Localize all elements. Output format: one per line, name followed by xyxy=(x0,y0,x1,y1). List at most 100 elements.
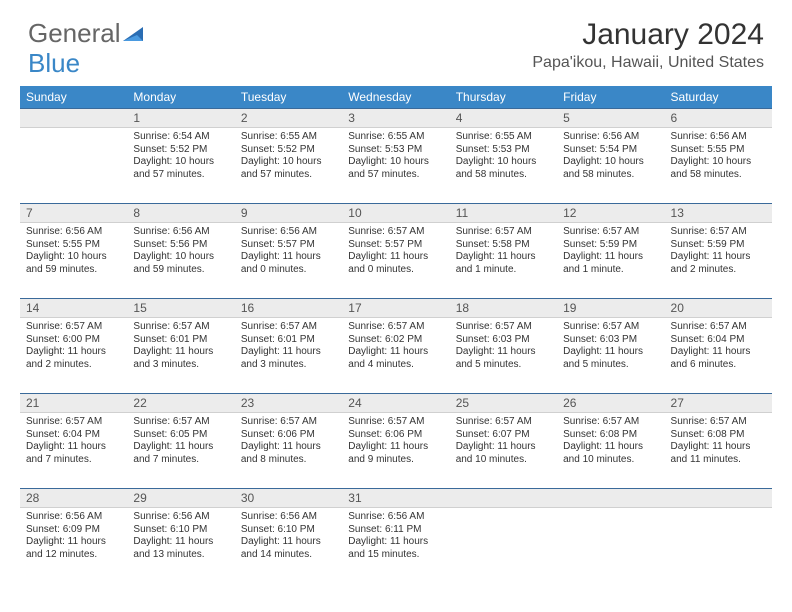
daylight-text: Daylight: 11 hours and 1 minute. xyxy=(456,251,551,276)
logo-triangle-icon xyxy=(123,25,145,43)
sunrise-text: Sunrise: 6:57 AM xyxy=(26,321,121,334)
day-detail-cell: Sunrise: 6:57 AMSunset: 6:04 PMDaylight:… xyxy=(20,413,127,489)
day-number-row: 123456 xyxy=(20,109,772,128)
day-number-cell xyxy=(450,489,557,508)
day-detail-cell: Sunrise: 6:57 AMSunset: 6:03 PMDaylight:… xyxy=(450,318,557,394)
day-detail-cell: Sunrise: 6:57 AMSunset: 6:07 PMDaylight:… xyxy=(450,413,557,489)
sunrise-text: Sunrise: 6:57 AM xyxy=(671,226,766,239)
day-detail-cell xyxy=(665,508,772,584)
daylight-text: Daylight: 10 hours and 59 minutes. xyxy=(133,251,228,276)
sunset-text: Sunset: 5:56 PM xyxy=(133,239,228,252)
sunset-text: Sunset: 6:03 PM xyxy=(563,334,658,347)
location-text: Papa'ikou, Hawaii, United States xyxy=(532,54,764,72)
daylight-text: Daylight: 11 hours and 10 minutes. xyxy=(563,441,658,466)
day-detail-cell: Sunrise: 6:57 AMSunset: 6:01 PMDaylight:… xyxy=(235,318,342,394)
sunset-text: Sunset: 6:04 PM xyxy=(671,334,766,347)
day-number-cell: 6 xyxy=(665,109,772,128)
sunset-text: Sunset: 5:59 PM xyxy=(671,239,766,252)
day-detail-cell: Sunrise: 6:56 AMSunset: 6:10 PMDaylight:… xyxy=(127,508,234,584)
day-number-row: 21222324252627 xyxy=(20,394,772,413)
weekday-tuesday: Tuesday xyxy=(235,86,342,109)
day-number-cell: 24 xyxy=(342,394,449,413)
sunset-text: Sunset: 6:04 PM xyxy=(26,429,121,442)
day-detail-cell: Sunrise: 6:55 AMSunset: 5:53 PMDaylight:… xyxy=(450,128,557,204)
daylight-text: Daylight: 11 hours and 5 minutes. xyxy=(456,346,551,371)
sunset-text: Sunset: 6:06 PM xyxy=(241,429,336,442)
sunset-text: Sunset: 6:06 PM xyxy=(348,429,443,442)
day-detail-cell: Sunrise: 6:57 AMSunset: 6:05 PMDaylight:… xyxy=(127,413,234,489)
daylight-text: Daylight: 11 hours and 5 minutes. xyxy=(563,346,658,371)
day-detail-cell: Sunrise: 6:54 AMSunset: 5:52 PMDaylight:… xyxy=(127,128,234,204)
daylight-text: Daylight: 11 hours and 12 minutes. xyxy=(26,536,121,561)
day-number-cell: 17 xyxy=(342,299,449,318)
sunrise-text: Sunrise: 6:57 AM xyxy=(456,321,551,334)
day-detail-cell: Sunrise: 6:56 AMSunset: 6:10 PMDaylight:… xyxy=(235,508,342,584)
day-number-row: 14151617181920 xyxy=(20,299,772,318)
day-number-row: 28293031 xyxy=(20,489,772,508)
sunrise-text: Sunrise: 6:56 AM xyxy=(133,511,228,524)
day-number-cell: 14 xyxy=(20,299,127,318)
daylight-text: Daylight: 10 hours and 57 minutes. xyxy=(348,156,443,181)
sunset-text: Sunset: 5:55 PM xyxy=(26,239,121,252)
day-number-cell: 28 xyxy=(20,489,127,508)
sunset-text: Sunset: 6:02 PM xyxy=(348,334,443,347)
day-number-cell: 11 xyxy=(450,204,557,223)
sunset-text: Sunset: 6:03 PM xyxy=(456,334,551,347)
sunrise-text: Sunrise: 6:57 AM xyxy=(456,226,551,239)
day-detail-row: Sunrise: 6:57 AMSunset: 6:04 PMDaylight:… xyxy=(20,413,772,489)
daylight-text: Daylight: 11 hours and 10 minutes. xyxy=(456,441,551,466)
sunrise-text: Sunrise: 6:57 AM xyxy=(671,416,766,429)
sunrise-text: Sunrise: 6:57 AM xyxy=(348,416,443,429)
sunrise-text: Sunrise: 6:57 AM xyxy=(671,321,766,334)
sunset-text: Sunset: 6:07 PM xyxy=(456,429,551,442)
daylight-text: Daylight: 11 hours and 4 minutes. xyxy=(348,346,443,371)
sunset-text: Sunset: 5:52 PM xyxy=(241,144,336,157)
daylight-text: Daylight: 10 hours and 58 minutes. xyxy=(671,156,766,181)
day-number-cell: 26 xyxy=(557,394,664,413)
sunset-text: Sunset: 5:57 PM xyxy=(348,239,443,252)
daylight-text: Daylight: 11 hours and 7 minutes. xyxy=(133,441,228,466)
sunset-text: Sunset: 5:55 PM xyxy=(671,144,766,157)
day-detail-cell: Sunrise: 6:57 AMSunset: 5:59 PMDaylight:… xyxy=(557,223,664,299)
daylight-text: Daylight: 11 hours and 6 minutes. xyxy=(671,346,766,371)
sunrise-text: Sunrise: 6:57 AM xyxy=(241,416,336,429)
day-detail-cell: Sunrise: 6:55 AMSunset: 5:52 PMDaylight:… xyxy=(235,128,342,204)
sunset-text: Sunset: 6:01 PM xyxy=(133,334,228,347)
daylight-text: Daylight: 11 hours and 7 minutes. xyxy=(26,441,121,466)
day-detail-cell: Sunrise: 6:57 AMSunset: 5:58 PMDaylight:… xyxy=(450,223,557,299)
weekday-wednesday: Wednesday xyxy=(342,86,449,109)
day-number-cell: 31 xyxy=(342,489,449,508)
day-detail-cell: Sunrise: 6:57 AMSunset: 5:59 PMDaylight:… xyxy=(665,223,772,299)
weekday-thursday: Thursday xyxy=(450,86,557,109)
daylight-text: Daylight: 11 hours and 0 minutes. xyxy=(348,251,443,276)
day-number-cell xyxy=(20,109,127,128)
weekday-monday: Monday xyxy=(127,86,234,109)
day-number-cell: 13 xyxy=(665,204,772,223)
sunset-text: Sunset: 6:00 PM xyxy=(26,334,121,347)
day-number-cell: 1 xyxy=(127,109,234,128)
sunset-text: Sunset: 5:59 PM xyxy=(563,239,658,252)
weekday-sunday: Sunday xyxy=(20,86,127,109)
day-number-cell xyxy=(665,489,772,508)
day-number-cell: 27 xyxy=(665,394,772,413)
day-number-cell: 15 xyxy=(127,299,234,318)
daylight-text: Daylight: 11 hours and 3 minutes. xyxy=(241,346,336,371)
day-number-cell: 23 xyxy=(235,394,342,413)
sunrise-text: Sunrise: 6:56 AM xyxy=(563,131,658,144)
daylight-text: Daylight: 11 hours and 2 minutes. xyxy=(671,251,766,276)
day-detail-cell: Sunrise: 6:57 AMSunset: 6:04 PMDaylight:… xyxy=(665,318,772,394)
month-title: January 2024 xyxy=(532,18,764,52)
day-detail-cell: Sunrise: 6:57 AMSunset: 6:02 PMDaylight:… xyxy=(342,318,449,394)
day-number-cell: 22 xyxy=(127,394,234,413)
day-detail-cell: Sunrise: 6:56 AMSunset: 5:57 PMDaylight:… xyxy=(235,223,342,299)
sunrise-text: Sunrise: 6:57 AM xyxy=(26,416,121,429)
day-number-cell: 16 xyxy=(235,299,342,318)
weekday-header-row: Sunday Monday Tuesday Wednesday Thursday… xyxy=(20,86,772,109)
sunset-text: Sunset: 6:10 PM xyxy=(241,524,336,537)
daylight-text: Daylight: 10 hours and 57 minutes. xyxy=(241,156,336,181)
sunrise-text: Sunrise: 6:56 AM xyxy=(26,226,121,239)
day-number-cell: 4 xyxy=(450,109,557,128)
title-block: January 2024 Papa'ikou, Hawaii, United S… xyxy=(532,18,764,72)
day-number-cell: 12 xyxy=(557,204,664,223)
daylight-text: Daylight: 11 hours and 9 minutes. xyxy=(348,441,443,466)
